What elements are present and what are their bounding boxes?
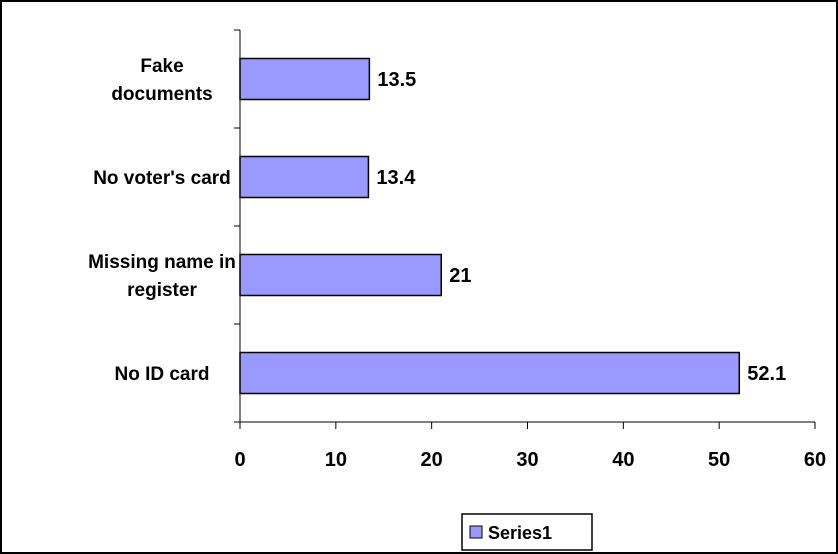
bar (239, 351, 741, 395)
legend-swatch (469, 525, 483, 539)
legend-box (461, 513, 593, 551)
category-label-line: register (127, 280, 197, 301)
legend-label: Series1 (488, 523, 552, 543)
category-label-line: Missing name in (88, 252, 236, 273)
x-tick-label: 30 (516, 449, 538, 471)
bar (239, 155, 370, 199)
x-tick-label: 50 (708, 449, 730, 471)
x-tick-label: 20 (421, 449, 443, 471)
data-label: 13.4 (376, 167, 416, 189)
category-label-line: Fake (140, 56, 183, 77)
category-label: Fake documents (111, 56, 212, 105)
category-label: No voter's card (93, 168, 231, 189)
category-label: Missing name in register (88, 252, 236, 301)
category-label-line: documents (111, 84, 212, 105)
category-label-line: No voter's card (93, 168, 231, 189)
x-tick-label: 10 (325, 449, 347, 471)
x-tick-label: 40 (612, 449, 634, 471)
data-label: 13.5 (377, 69, 416, 91)
plot-area: 0 10 20 30 40 50 60 52.1 No ID card 21 Missing nam… (88, 29, 826, 471)
data-label: 52.1 (747, 363, 786, 385)
data-label: 21 (449, 265, 471, 287)
x-tick-label: 0 (234, 449, 245, 471)
legend: Series1 (461, 513, 593, 551)
bar (239, 253, 442, 297)
category-label-line: No ID card (114, 364, 209, 385)
bar (239, 57, 371, 101)
category-label: No ID card (114, 364, 209, 385)
x-tick-label: 60 (804, 449, 826, 471)
